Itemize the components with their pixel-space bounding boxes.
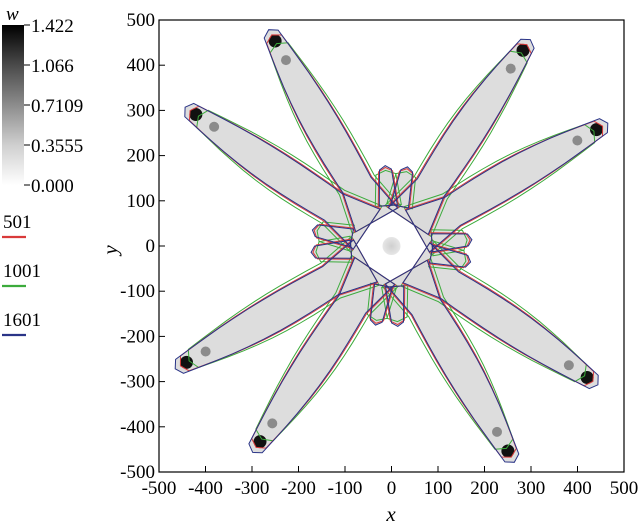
contour-line <box>188 105 382 251</box>
branch-tip <box>180 355 194 369</box>
contour-line <box>174 239 379 374</box>
branch-core <box>572 135 583 146</box>
center-seed <box>382 237 401 255</box>
contour-line <box>402 242 599 390</box>
branch-fill <box>175 239 378 374</box>
y-tick-label: 300 <box>127 100 156 121</box>
branch-core <box>267 418 278 429</box>
colorbar-title: w <box>6 4 19 25</box>
contour-line <box>187 235 380 369</box>
x-tick-label: 100 <box>424 478 453 499</box>
branch-core <box>492 426 503 437</box>
contour-line <box>430 233 473 253</box>
x-tick-label: -100 <box>328 478 363 499</box>
y-tick-label: 400 <box>127 55 156 76</box>
branch-tip <box>516 43 530 57</box>
colorbar-tick-label: 0.3555 <box>31 136 83 157</box>
y-axis: -500 -400 -300 -200 -100 0 100 200 300 400 500 <box>120 10 165 483</box>
contour-line <box>384 50 528 238</box>
contour-line <box>401 241 595 387</box>
branch-core <box>505 63 516 74</box>
contour-line <box>255 254 399 442</box>
y-tick-label: -500 <box>120 462 155 483</box>
x-axis: -500 -400 -300 -200 -100 0 100 200 300 400 500 <box>142 466 639 499</box>
x-tick-label: 200 <box>470 478 499 499</box>
branch-tip <box>253 435 267 449</box>
contour-line <box>196 109 383 254</box>
branch-fill <box>248 257 395 453</box>
branch-fill <box>403 242 599 389</box>
y-tick-label: -100 <box>120 281 155 302</box>
contour-line <box>248 256 396 454</box>
contour-line <box>266 34 400 234</box>
branch-tip <box>268 34 282 48</box>
contour-line <box>381 257 514 450</box>
contour-line <box>251 256 397 449</box>
colorbar: w 1.422 1.066 0.7109 0.3555 0.000 <box>2 4 83 197</box>
legend: 501 1001 1601 <box>2 212 41 337</box>
x-tick-label: -400 <box>188 478 223 499</box>
x-tick-label: -300 <box>235 478 270 499</box>
legend-label: 1601 <box>3 310 41 331</box>
y-tick-label: 200 <box>127 146 156 167</box>
y-tick-label: 100 <box>127 191 156 212</box>
contour-line <box>387 38 535 236</box>
contour-line <box>385 285 405 327</box>
contour-line <box>384 259 520 463</box>
x-tick-label: -500 <box>142 478 177 499</box>
legend-label: 501 <box>3 212 32 233</box>
contour-line <box>383 258 517 458</box>
contour-line <box>179 238 379 372</box>
branch-fill <box>388 39 535 235</box>
branch-tip <box>589 123 603 137</box>
contour-line <box>404 120 604 254</box>
branch-tip <box>189 107 203 121</box>
colorbar-tick-label: 0.000 <box>31 176 74 197</box>
y-axis-title: y <box>98 245 122 257</box>
branch-core <box>200 346 211 357</box>
y-tick-label: 500 <box>127 10 156 31</box>
branch-core <box>209 121 220 132</box>
x-tick-label: 300 <box>517 478 546 499</box>
branch-core <box>280 55 291 66</box>
branch-fill <box>385 260 519 463</box>
x-tick-label: 400 <box>563 478 592 499</box>
dendrite-crystal <box>174 29 609 463</box>
y-tick-label: -400 <box>120 417 155 438</box>
branch-fill <box>264 29 398 232</box>
legend-label: 1001 <box>3 261 41 282</box>
x-tick-label: 500 <box>610 478 639 499</box>
y-tick-label: -200 <box>120 326 155 347</box>
colorbar-tick-label: 0.7109 <box>31 96 83 117</box>
contour-line <box>269 42 402 235</box>
x-tick-label: -200 <box>281 478 316 499</box>
x-axis-title: x <box>385 502 396 526</box>
x-tick-label: 0 <box>387 478 397 499</box>
branch-core <box>563 360 574 371</box>
y-tick-label: 0 <box>146 236 156 257</box>
branch-tip <box>501 444 515 458</box>
colorbar-gradient <box>2 25 24 185</box>
contour-line <box>403 123 596 257</box>
y-tick-label: -300 <box>120 372 155 393</box>
contour-line <box>378 165 398 207</box>
contour-line <box>184 102 381 250</box>
contour-line <box>404 118 609 253</box>
contour-line <box>263 29 399 233</box>
colorbar-tick-label: 1.066 <box>31 56 74 77</box>
branch-tip <box>580 371 594 385</box>
contour-line <box>386 43 532 236</box>
branch-fill <box>405 118 608 253</box>
contour-line <box>400 238 587 383</box>
contour-line <box>310 239 353 259</box>
colorbar-tick-label: 1.422 <box>31 16 74 37</box>
branch-fill <box>184 103 380 250</box>
